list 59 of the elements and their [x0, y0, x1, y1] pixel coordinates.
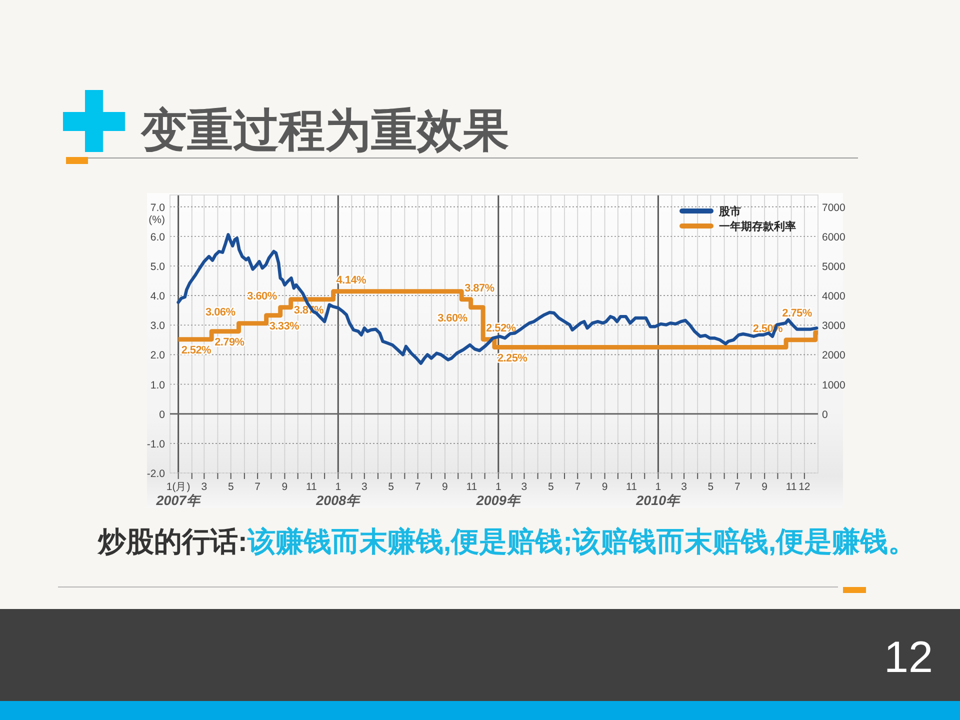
- x-tick-label: 3: [361, 481, 368, 493]
- x-tick-label: 9: [762, 481, 768, 493]
- text: 12: [884, 633, 933, 682]
- y-axis-title: (%): [148, 214, 165, 226]
- x-tick-label: 7: [734, 481, 741, 493]
- data-label: 2.75%: [782, 308, 812, 320]
- data-label: 3.60%: [247, 290, 278, 302]
- x-tick-label: 1 2009年: [475, 481, 522, 508]
- text: 该赚钱而末赚钱,便是赔钱;该赔钱而末赔钱,便是赚钱。: [246, 526, 916, 557]
- y-tick-label: -1.0: [146, 438, 166, 450]
- y-tick-label: 4.0: [150, 290, 166, 303]
- data-label: 3.60%: [438, 312, 468, 324]
- x-tick-label: 7: [414, 481, 421, 493]
- y2-tick-label: 4000: [822, 290, 846, 303]
- data-label: 3.33%: [269, 320, 300, 332]
- y-tick-label: 3.0: [150, 320, 166, 332]
- x-tick-label: 1(月) 2007年: [155, 481, 202, 508]
- x-tick-label: 5: [228, 481, 234, 493]
- y2-tick-label: 0: [822, 408, 828, 421]
- x-tick-label: 1 2008年: [315, 481, 362, 508]
- y-tick-label: 7.0: [150, 202, 166, 214]
- y-tick-label: 5.0: [150, 260, 166, 273]
- legend-label: 股市: [718, 205, 741, 218]
- x-tick-label: 11: [626, 481, 638, 493]
- x-tick-label: 11: [466, 481, 478, 493]
- y-tick-label: 2.0: [150, 350, 166, 362]
- x-tick-label: 7: [574, 481, 581, 493]
- y-tick-label: 6.0: [150, 231, 166, 244]
- y2-tick-label: 7000: [822, 202, 846, 214]
- x-tick-label: 1 2010年: [635, 481, 682, 508]
- data-label: 3.87%: [464, 282, 495, 294]
- y-tick-label: 1.0: [150, 379, 166, 392]
- y2-tick-label: 1000: [822, 379, 846, 392]
- text: 炒股的行话:: [97, 526, 248, 557]
- x-tick-label: 12: [798, 481, 810, 493]
- x-tick-label: 5: [548, 481, 554, 493]
- x-tick-label: 11: [786, 481, 797, 493]
- x-tick-label: 3: [201, 481, 208, 493]
- y2-tick-label: 6000: [822, 231, 846, 244]
- y-tick-label: -2.0: [146, 468, 166, 480]
- data-label: 3.06%: [206, 306, 236, 318]
- x-tick-label: 9: [442, 481, 448, 493]
- x-tick-label: 3: [681, 481, 688, 493]
- x-tick-label: 7: [254, 481, 261, 493]
- x-tick-label: 11: [306, 481, 318, 493]
- y-tick-label: 0: [159, 408, 166, 421]
- legend-label: 一年期存款利率: [719, 220, 796, 233]
- y2-tick-label: 3000: [822, 320, 846, 332]
- data-label: 2.52%: [181, 344, 212, 356]
- x-tick-label: 9: [602, 481, 608, 493]
- line-series: [176, 233, 818, 365]
- y2-tick-label: 5000: [822, 260, 846, 273]
- chart-title: 变重过程为重效果: [140, 104, 509, 156]
- x-tick-label: 3: [521, 481, 528, 493]
- x-tick-label: 5: [708, 481, 714, 493]
- data-label: 2.79%: [214, 336, 245, 348]
- y2-tick-label: 2000: [822, 350, 846, 362]
- x-tick-label: 9: [282, 481, 288, 493]
- x-tick-label: 5: [388, 481, 394, 493]
